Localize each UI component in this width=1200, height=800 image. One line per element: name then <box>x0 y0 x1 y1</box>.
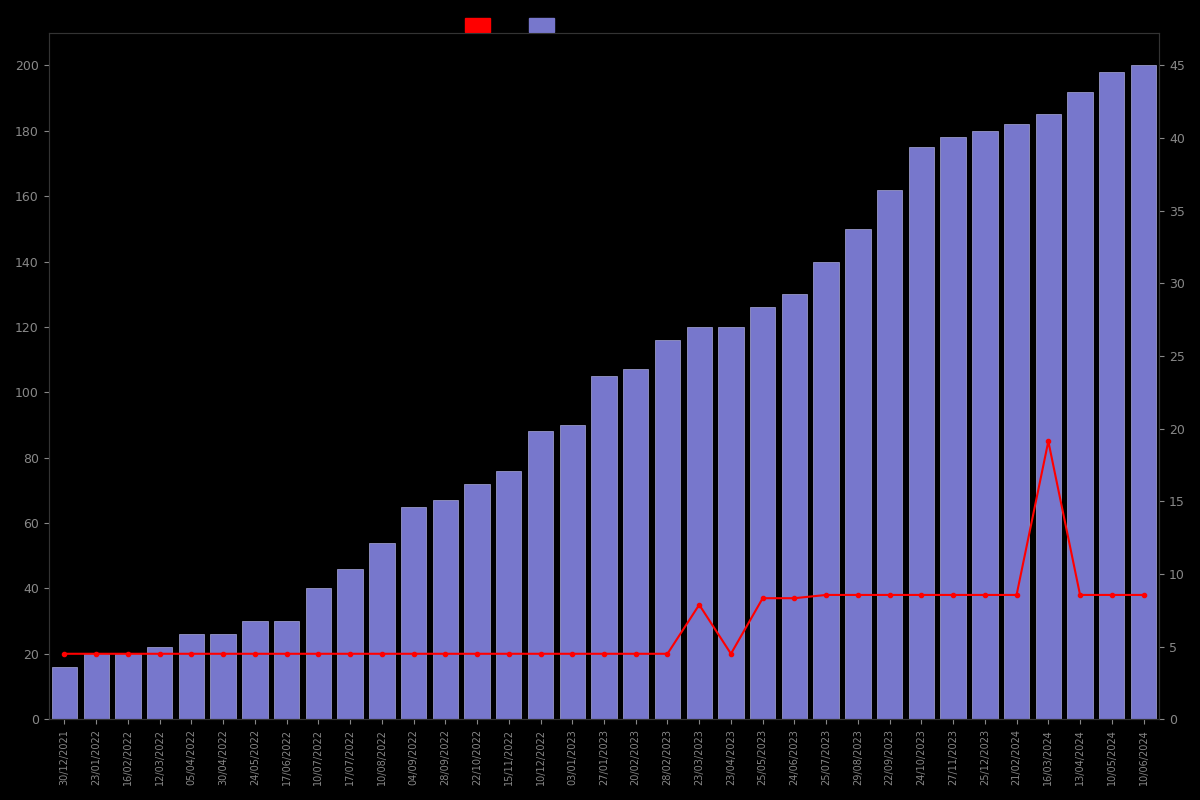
Bar <box>750 307 775 719</box>
Bar <box>655 340 680 719</box>
Bar <box>528 431 553 719</box>
Bar <box>1130 66 1157 719</box>
Bar <box>242 621 268 719</box>
Bar <box>1036 114 1061 719</box>
Bar <box>592 376 617 719</box>
Bar <box>623 370 648 719</box>
Bar <box>179 634 204 719</box>
Bar <box>1099 72 1124 719</box>
Legend: , : , <box>460 12 571 38</box>
Bar <box>972 130 997 719</box>
Bar <box>1004 124 1030 719</box>
Bar <box>781 294 808 719</box>
Bar <box>401 506 426 719</box>
Bar <box>908 147 934 719</box>
Bar <box>274 621 299 719</box>
Bar <box>433 500 458 719</box>
Bar <box>52 667 77 719</box>
Bar <box>814 262 839 719</box>
Bar <box>941 138 966 719</box>
Bar <box>496 470 522 719</box>
Bar <box>719 327 744 719</box>
Bar <box>559 425 584 719</box>
Bar <box>146 647 173 719</box>
Bar <box>1067 91 1093 719</box>
Bar <box>306 588 331 719</box>
Bar <box>115 654 140 719</box>
Bar <box>84 654 109 719</box>
Bar <box>686 327 712 719</box>
Bar <box>337 569 362 719</box>
Bar <box>845 229 870 719</box>
Bar <box>877 190 902 719</box>
Bar <box>210 634 236 719</box>
Bar <box>464 484 490 719</box>
Bar <box>370 542 395 719</box>
